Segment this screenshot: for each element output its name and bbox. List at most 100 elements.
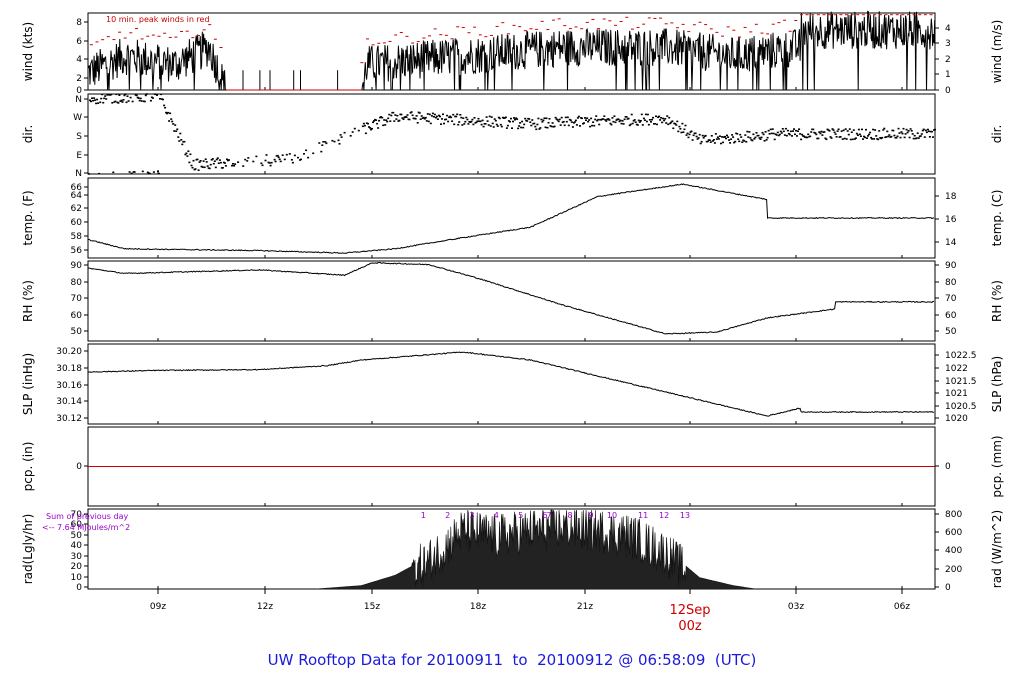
ytick-label: 30.16: [56, 381, 82, 391]
dir-point: [725, 137, 727, 140]
dir-point: [847, 133, 850, 136]
dir-point: [110, 93, 113, 96]
dir-point: [708, 139, 711, 141]
dir-point: [434, 116, 437, 119]
dir-point: [433, 113, 436, 116]
dir-point: [265, 154, 268, 156]
dir-point: [169, 112, 172, 115]
dir-point: [575, 124, 578, 126]
dir-point: [422, 116, 425, 119]
dir-point: [321, 144, 324, 146]
dir-point: [507, 120, 510, 122]
dir-point: [571, 126, 574, 128]
dir-point: [583, 122, 585, 124]
dir-point: [523, 123, 526, 126]
dir-point: [119, 100, 122, 102]
dir-point: [364, 132, 367, 135]
dir-point: [435, 115, 438, 118]
dir-point: [398, 119, 401, 122]
dir-point: [167, 111, 170, 114]
dir-point: [741, 141, 744, 143]
dir-point: [651, 118, 653, 121]
dir-point: [450, 116, 453, 119]
dir-point: [206, 165, 209, 167]
dir-point: [322, 141, 325, 143]
dir-point: [247, 157, 250, 159]
dir-point: [675, 124, 678, 126]
dir-point: [565, 120, 568, 123]
dir-point: [186, 155, 189, 157]
dir-point: [726, 134, 728, 137]
dir-point: [320, 150, 323, 153]
dir-point: [878, 130, 881, 132]
dir-point: [775, 134, 778, 136]
ylabel-temp: temp. (F): [21, 190, 35, 245]
dir-point: [371, 127, 373, 130]
ytick-label: 70: [71, 294, 83, 304]
panel-pcp: 0 0 pcp. (in) pcp. (mm): [21, 426, 1004, 507]
dir-point: [267, 161, 270, 164]
dir-point: [446, 114, 449, 117]
rad-hour-mark: 6: [542, 511, 547, 520]
dir-point: [828, 130, 831, 132]
dir-point: [472, 123, 475, 126]
dir-point: [218, 159, 221, 161]
dir-point: [648, 119, 651, 121]
dir-point: [593, 124, 596, 127]
dir-point: [603, 115, 606, 117]
dir-point: [780, 132, 783, 134]
dir-point: [541, 121, 544, 123]
dir-point: [617, 118, 620, 121]
dir-point: [825, 138, 828, 141]
dir-point: [901, 132, 904, 135]
dir-point: [767, 129, 770, 132]
dir-point: [205, 161, 208, 163]
dir-point: [898, 132, 901, 134]
dir-point: [158, 172, 160, 175]
dir-point: [728, 139, 731, 141]
dir-point: [687, 136, 690, 139]
dir-point: [690, 130, 693, 133]
dir-point: [439, 115, 441, 118]
panel-rad: 0102030405060700200400600800rad(Lgly/hr)…: [21, 508, 1004, 593]
dir-point: [911, 133, 914, 135]
rad-hour-mark: 8: [568, 511, 573, 520]
ytick-label: 6: [76, 37, 82, 47]
dir-point: [351, 131, 354, 133]
dir-point: [614, 121, 617, 124]
dir-point: [729, 142, 732, 144]
dir-point: [349, 135, 352, 137]
dir-point: [644, 113, 647, 116]
dir-point: [919, 135, 922, 137]
dir-point: [149, 99, 152, 102]
ytick-label: 62: [71, 204, 82, 214]
dir-point: [645, 120, 648, 123]
dir-point: [463, 123, 466, 125]
ylabel-right-temp: temp. (C): [990, 190, 1004, 247]
dir-point: [264, 159, 267, 162]
dir-point: [179, 132, 182, 135]
dir-point: [588, 119, 591, 121]
dir-point: [221, 167, 224, 169]
dir-point: [531, 119, 534, 121]
dir-point: [559, 124, 562, 126]
dir-point: [718, 135, 721, 137]
dir-point: [337, 139, 340, 142]
dir-point: [232, 163, 234, 165]
dir-point: [677, 130, 680, 133]
rad-area: [316, 509, 756, 590]
dir-point: [162, 98, 164, 101]
dir-point: [905, 128, 908, 131]
dir-point: [864, 136, 866, 139]
dir-point: [386, 120, 389, 123]
dir-point: [394, 114, 397, 116]
rad-hour-mark: 12: [659, 511, 669, 520]
ytick-label: 0: [76, 462, 82, 472]
dir-point: [393, 120, 396, 122]
dir-point: [710, 135, 713, 137]
dir-point: [915, 137, 918, 139]
dir-point: [303, 153, 305, 155]
dir-point: [453, 123, 456, 126]
dir-point: [829, 136, 832, 138]
dir-point: [661, 121, 664, 124]
